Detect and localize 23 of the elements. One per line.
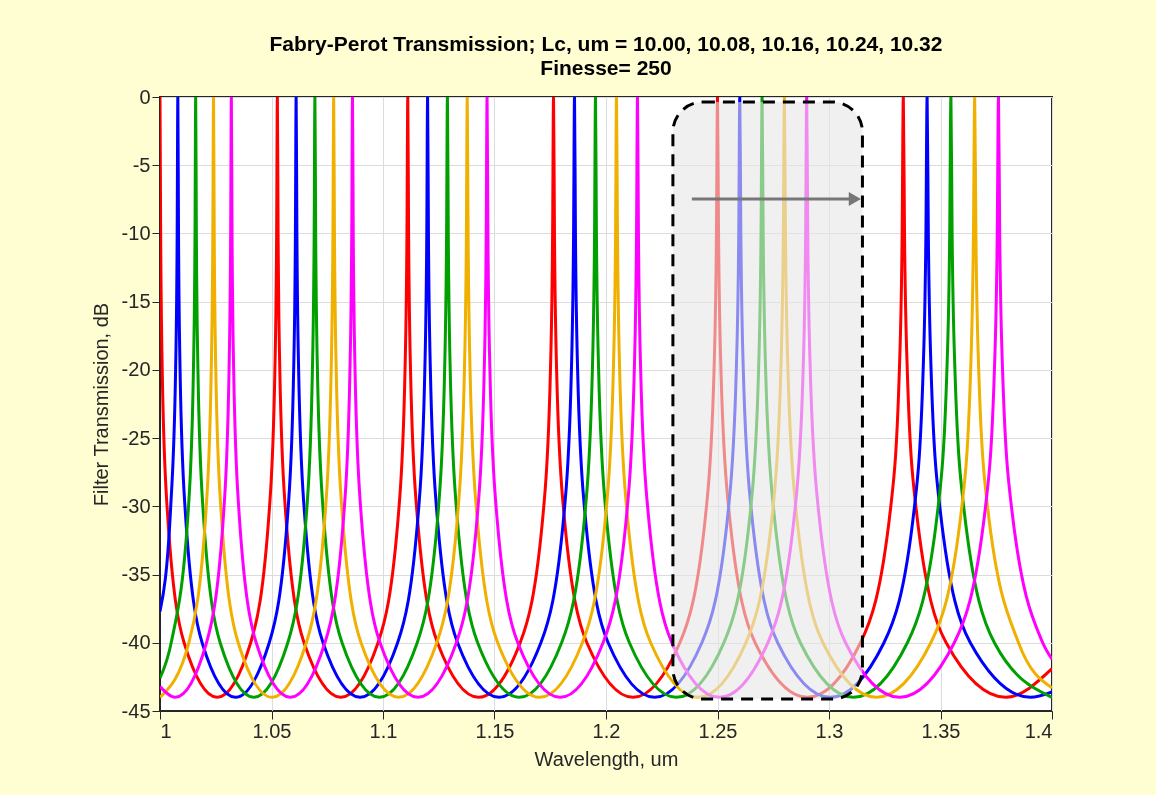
x-tick-label: 1.4: [1024, 719, 1053, 742]
y-tick-label: -15: [121, 290, 151, 313]
y-tick-label: -45: [121, 699, 151, 722]
y-tick-label: -20: [121, 358, 151, 381]
y-tick-label: -5: [132, 153, 151, 176]
x-tick-label: 1.35: [921, 719, 961, 742]
y-tick-label: -10: [121, 221, 151, 244]
y-axis-title: Filter Transmission, dB: [89, 302, 112, 507]
chart-title: Fabry-Perot Transmission; Lc, um = 10.00, 10.08, 10.16, 10.24, 10.32: [269, 32, 943, 55]
x-tick-label: 1.2: [592, 719, 621, 742]
x-axis-title: Wavelength, um: [534, 747, 679, 770]
x-tick-label: 1.05: [252, 719, 292, 742]
x-tick-label: 1.1: [369, 719, 398, 742]
y-tick-label: -30: [121, 494, 151, 517]
x-tick-label: 1.3: [815, 719, 844, 742]
chart-subtitle: Finesse= 250: [540, 56, 672, 79]
y-tick-label: 0: [139, 85, 151, 108]
y-tick-label: -35: [121, 563, 151, 586]
y-tick-label: -25: [121, 426, 151, 449]
y-tick-label: -40: [121, 631, 151, 654]
x-tick-label: 1.25: [698, 719, 738, 742]
x-tick-label: 1.15: [475, 719, 515, 742]
x-tick-label: 1: [160, 719, 172, 742]
